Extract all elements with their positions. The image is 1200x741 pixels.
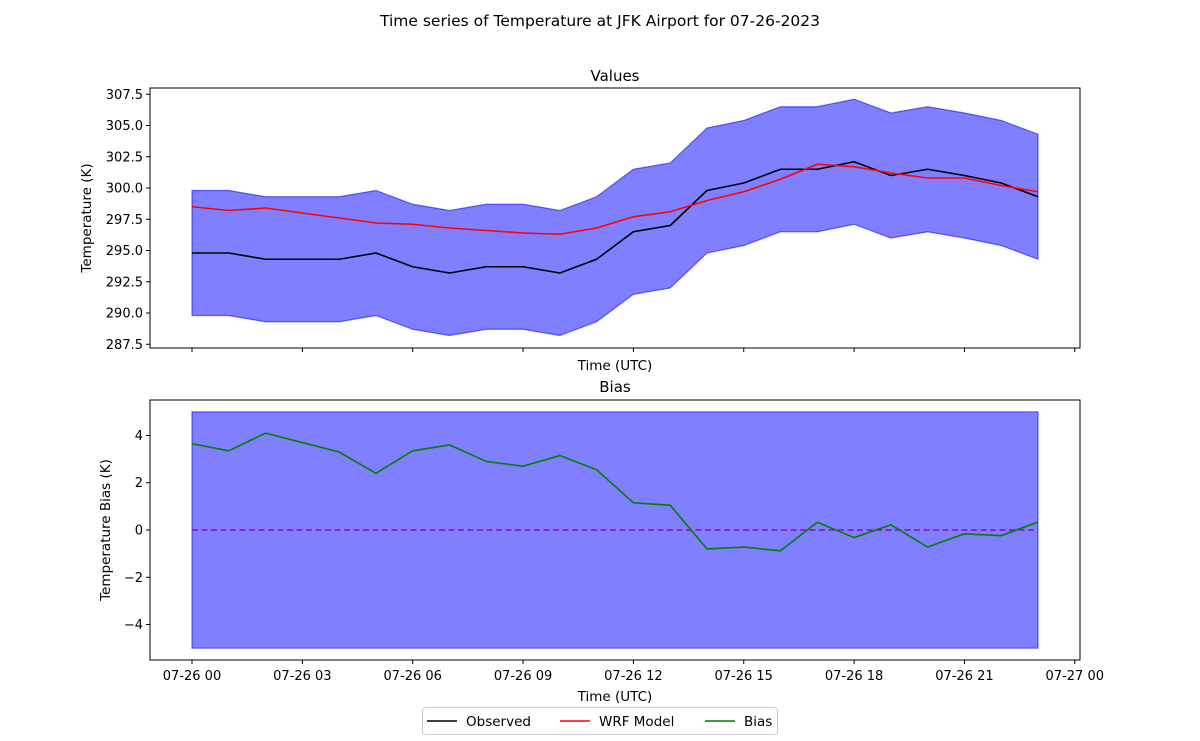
legend-box — [422, 707, 778, 735]
bias-plot-frame — [149, 399, 1081, 661]
values-plot-frame — [149, 87, 1081, 349]
figure-title: Time series of Temperature at JFK Airpor… — [379, 12, 820, 30]
bias-x-tick-label: 07-26 06 — [383, 669, 441, 684]
bias-x-tick-label: 07-26 15 — [715, 669, 773, 684]
bias-x-tick-label: 07-26 09 — [494, 669, 552, 684]
legend-label-wrf: WRF Model — [599, 714, 674, 730]
values-y-tick-label: 300.0 — [106, 182, 143, 197]
bias-x-tick-label: 07-26 12 — [604, 669, 662, 684]
bias-y-axis-label: Temperature Bias (K) — [98, 459, 114, 602]
values-y-tick-label: 302.5 — [106, 150, 143, 165]
values-x-axis — [191, 348, 1076, 352]
legend: Observed WRF Model Bias — [422, 707, 778, 735]
bias-y-tick-label: −4 — [124, 618, 143, 633]
bias-x-tick-label: 07-26 18 — [825, 669, 883, 684]
bias-x-tick-label: 07-26 00 — [163, 669, 221, 684]
values-y-tick-label: 290.0 — [106, 307, 143, 322]
bias-x-axis: 07-26 00 07-26 03 07-26 06 07-26 09 07-26 12… — [163, 660, 1104, 684]
values-y-axis: 287.5 290.0 292.5 295.0 297.5 300.0 302.5 305.0… — [106, 88, 150, 353]
series-line-wrf-model — [191, 163, 1039, 236]
bias-panel-title: Bias — [599, 378, 631, 396]
bias-x-tick-label: 07-27 00 — [1046, 669, 1104, 684]
values-y-tick-label: 297.5 — [106, 213, 143, 228]
values-panel: Values 287.5 290.0 292.5 295.0 297.5 300.0 302… — [79, 67, 1081, 374]
values-y-tick-label: 287.5 — [106, 338, 143, 353]
bias-x-axis-label: Time (UTC) — [577, 689, 653, 705]
bias-y-tick-label: −2 — [124, 571, 143, 586]
values-y-tick-label: 305.0 — [106, 119, 143, 134]
values-band-area — [191, 98, 1039, 337]
values-y-tick-label: 307.5 — [106, 88, 143, 103]
values-y-axis-label: Temperature (K) — [79, 163, 95, 273]
bias-x-tick-label: 07-26 03 — [273, 669, 331, 684]
bias-y-axis: −4 −2 0 2 4 — [124, 429, 150, 633]
bias-y-tick-label: 2 — [135, 476, 143, 491]
values-y-tick-label: 295.0 — [106, 244, 143, 259]
bias-x-tick-label: 07-26 21 — [935, 669, 993, 684]
values-y-tick-label: 292.5 — [106, 275, 143, 290]
series-line-bias — [191, 432, 1039, 552]
values-lines — [191, 160, 1039, 274]
values-uncertainty-band — [191, 98, 1039, 337]
values-x-axis-label: Time (UTC) — [577, 358, 653, 374]
legend-label-observed: Observed — [466, 714, 531, 730]
bias-lines — [191, 432, 1039, 552]
values-panel-title: Values — [590, 67, 639, 85]
bias-y-tick-label: 4 — [135, 429, 143, 444]
bias-y-tick-label: 0 — [135, 524, 143, 539]
legend-label-bias: Bias — [744, 714, 772, 730]
